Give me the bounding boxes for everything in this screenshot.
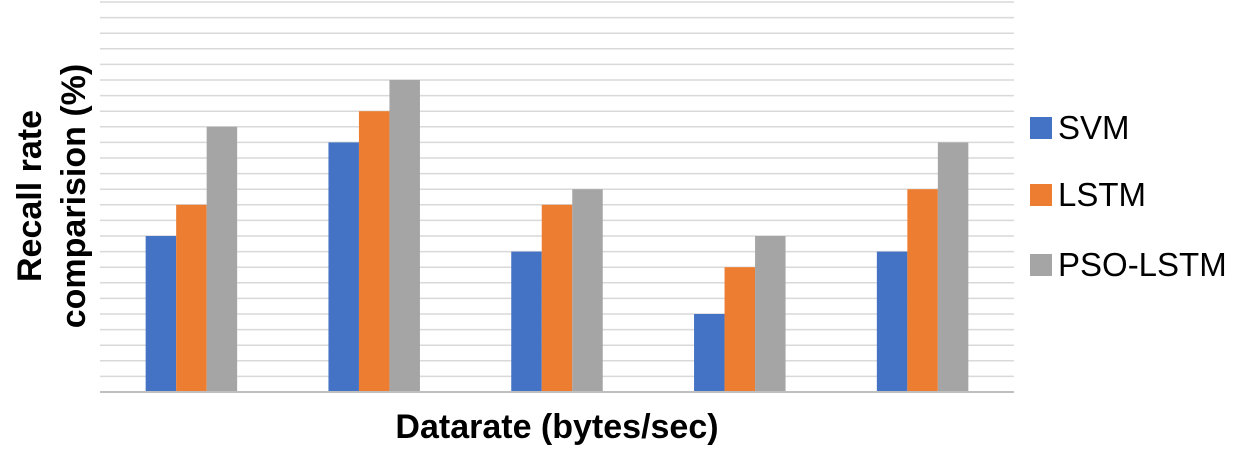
legend-item-svm: SVM — [1030, 108, 1130, 148]
bar-pso-lstm-4 — [755, 236, 786, 392]
legend-swatch-svm — [1030, 117, 1052, 139]
bar-lstm-3 — [541, 204, 573, 392]
bar-lstm-1 — [176, 204, 207, 392]
bar-svm-4 — [694, 314, 725, 392]
bar-svm-1 — [145, 236, 177, 392]
bars — [145, 80, 969, 393]
legend-item-lstm: LSTM — [1030, 175, 1146, 215]
legend-swatch-pso-lstm — [1030, 254, 1052, 276]
bar-pso-lstm-2 — [389, 80, 420, 392]
legend-label-svm: SVM — [1058, 109, 1130, 146]
bar-lstm-2 — [358, 111, 390, 392]
bar-lstm-4 — [724, 267, 756, 392]
gridlines — [100, 1, 1014, 378]
bar-lstm-5 — [907, 189, 938, 392]
legend-label-lstm: LSTM — [1058, 176, 1147, 213]
x-axis-label: Datarate (bytes/sec) — [395, 408, 719, 446]
bar-pso-lstm-5 — [937, 142, 969, 392]
y-axis-label-line-2: comparision (%) — [55, 63, 93, 329]
bar-pso-lstm-1 — [206, 126, 238, 393]
legend-label-pso-lstm: PSO-LSTM — [1058, 246, 1227, 283]
legend-swatch-lstm — [1030, 184, 1052, 206]
legend-item-pso-lstm: PSO-LSTM — [1030, 245, 1227, 285]
bar-svm-3 — [511, 251, 542, 392]
bar-svm-2 — [328, 142, 359, 392]
y-axis-label-line-1: Recall rate — [11, 110, 49, 283]
bar-svm-5 — [876, 251, 908, 392]
y-axis-label: Recall rate comparision (%) — [4, 0, 100, 392]
bar-pso-lstm-3 — [572, 189, 603, 392]
